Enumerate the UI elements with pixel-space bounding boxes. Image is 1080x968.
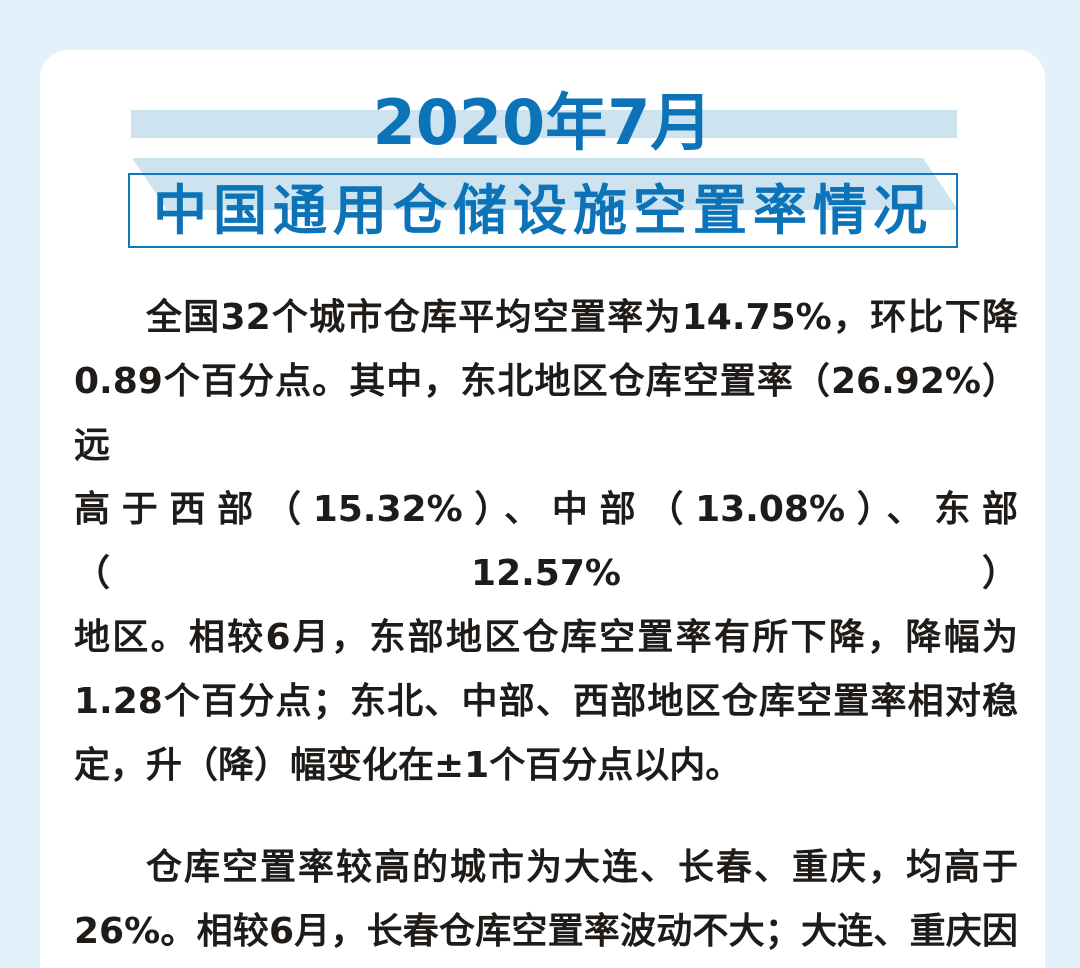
text-line: 定，升（降）幅变化在±1个百分点以内。 — [74, 745, 742, 786]
text-line: 26%。相较6月，长春仓库空置率波动不大；大连、重庆因 — [74, 911, 1018, 952]
paragraph-national-overview: 全国32个城市仓库平均空置率为14.75%，环比下降 0.89个百分点。其中，东… — [74, 286, 1018, 798]
text-line: 1.28个百分点；东北、中部、西部地区仓库空置率相对稳 — [74, 681, 1018, 722]
text-line: 仓库空置率较高的城市为大连、长春、重庆，均高于 — [146, 847, 1018, 888]
text-line: 地区。相较6月，东部地区仓库空置率有所下降，降幅为 — [74, 617, 1018, 658]
article-body: 全国32个城市仓库平均空置率为14.75%，环比下降 0.89个百分点。其中，东… — [74, 286, 1018, 968]
period-highlight-band — [131, 110, 957, 138]
text-line: 0.89个百分点。其中，东北地区仓库空置率（26.92%）远 — [74, 361, 1018, 466]
report-title: 中国通用仓储设施空置率情况 — [153, 178, 933, 242]
report-period-title: 2020年7月 — [372, 86, 713, 159]
paragraph-city-highlights: 仓库空置率较高的城市为大连、长春、重庆，均高于 26%。相较6月，长春仓库空置率… — [74, 836, 1018, 968]
report-title-box: 中国通用仓储设施空置率情况 — [128, 173, 958, 248]
report-header: 2020年7月 中国通用仓储设施空置率情况 — [40, 50, 1045, 248]
text-line: 高于西部（15.32%）、中部（13.08%）、东部（12.57%） — [74, 489, 1018, 594]
text-line: 全国32个城市仓库平均空置率为14.75%，环比下降 — [146, 297, 1018, 338]
text-line: 临近下半年租仓旺季，租仓需求逐渐回升，使得两地仓库 — [74, 964, 1018, 968]
content-card: 2020年7月 中国通用仓储设施空置率情况 全国32个城市仓库平均空置率为14.… — [40, 50, 1045, 968]
